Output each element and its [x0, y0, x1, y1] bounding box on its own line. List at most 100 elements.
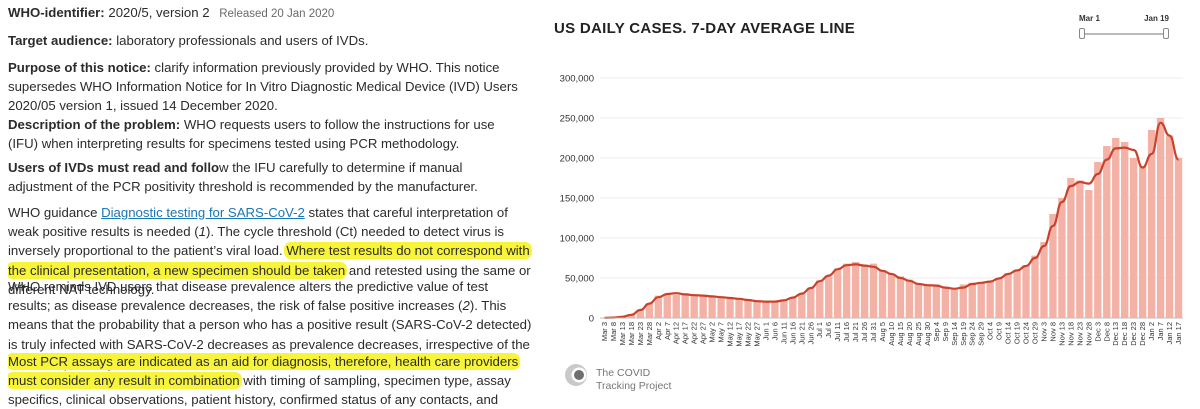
daily-case-bar: [1040, 242, 1048, 318]
problem-paragraph: Description of the problem: WHO requests…: [8, 115, 518, 153]
chart-plot: 0 50,000 100,000 150,000 200,000 250,000 300,0…: [560, 74, 1183, 347]
prevalence-ref: 2: [462, 298, 470, 314]
x-tick-label: Jun 16: [788, 322, 797, 345]
daily-case-bar: [816, 280, 824, 318]
users-label: Users of IVDs must read and follo: [8, 160, 220, 175]
daily-case-bar: [717, 297, 725, 318]
x-tick-label: Sep 24: [968, 322, 977, 346]
y-tick-label: 250,000: [560, 114, 594, 125]
x-tick-label: Dec 8: [1102, 322, 1111, 342]
x-tick-label: Dec 28: [1138, 322, 1147, 346]
daily-case-bar: [1085, 190, 1093, 318]
x-tick-label: Dec 13: [1111, 322, 1120, 346]
daily-case-bar: [941, 288, 949, 318]
guidance-paragraph: WHO guidance Diagnostic testing for SARS…: [8, 203, 535, 299]
daily-case-bar: [1076, 180, 1084, 318]
daily-case-bar: [1022, 265, 1030, 318]
daily-case-bar: [842, 263, 851, 318]
x-tick-label: Jul 16: [842, 322, 851, 342]
daily-case-bar: [860, 265, 869, 318]
daily-case-bar: [1004, 273, 1012, 318]
x-tick-label: Jun 11: [779, 322, 788, 344]
daily-case-bar: [1147, 130, 1156, 318]
y-tick-label: 0: [589, 314, 594, 325]
identifier-value: 2020/5, version 2: [108, 5, 210, 20]
range-start-handle[interactable]: [1079, 28, 1085, 39]
daily-case-bar: [627, 314, 636, 318]
x-tick-label: Oct 29: [1031, 322, 1040, 344]
date-range-selector[interactable]: Mar 1 Jan 19: [1079, 14, 1169, 44]
guidance-intro: WHO guidance: [8, 205, 102, 220]
x-tick-label: May 2: [708, 322, 717, 342]
us-daily-cases-chart: US DAILY CASES. 7-DAY AVERAGE LINE Mar 1…: [540, 0, 1200, 409]
x-tick-label: Jun 26: [806, 322, 815, 345]
daily-case-bar: [771, 302, 779, 318]
daily-case-bar: [726, 298, 734, 318]
daily-case-bar: [672, 294, 680, 318]
daily-case-bar: [995, 278, 1003, 318]
daily-case-bars: [600, 118, 1183, 318]
x-tick-label: May 7: [717, 322, 726, 342]
daily-case-bar: [1156, 118, 1165, 318]
daily-case-bar: [699, 296, 707, 318]
notice-header: WHO-identifier: 2020/5, version 2 Releas…: [8, 3, 334, 24]
daily-case-bar: [789, 298, 797, 318]
daily-case-bar: [1058, 198, 1066, 318]
daily-case-bar: [654, 295, 662, 318]
ctp-mark-icon: [565, 364, 587, 386]
x-tick-label: Jan 7: [1156, 322, 1165, 340]
daily-case-bar: [887, 274, 896, 318]
x-tick-label: Oct 24: [1022, 322, 1031, 344]
x-tick-label: Sep 29: [977, 322, 986, 346]
x-tick-label: Jan 12: [1165, 322, 1174, 345]
daily-case-bar: [932, 284, 941, 318]
x-tick-label: Apr 22: [690, 322, 699, 344]
range-track[interactable]: [1083, 33, 1165, 35]
who-notice: WHO-identifier: 2020/5, version 2 Releas…: [8, 0, 538, 409]
daily-case-bar: [959, 284, 967, 318]
guidance-link[interactable]: Diagnostic testing for SARS-CoV-2: [101, 205, 305, 220]
x-tick-label: Jul 21: [851, 322, 860, 342]
daily-case-bar: [968, 282, 976, 318]
x-tick-label: Jan 2: [1147, 322, 1156, 340]
x-tick-label: Jul 1: [815, 322, 824, 338]
daily-case-bar: [636, 310, 645, 318]
y-tick-label: 150,000: [560, 194, 594, 205]
daily-case-bar: [1094, 162, 1102, 318]
guidance-ct: ). The cycle threshold (Ct) needed to de…: [8, 224, 505, 259]
x-tick-label: Mar 28: [645, 322, 654, 345]
range-start-label: Mar 1: [1079, 14, 1100, 23]
daily-case-bar: [1112, 138, 1120, 318]
daily-case-bar: [681, 293, 689, 318]
x-tick-label: Aug 20: [905, 322, 914, 346]
x-tick-label: Apr 12: [672, 322, 681, 344]
identifier-label: WHO-identifier:: [8, 5, 105, 20]
x-tick-label: Jul 31: [869, 322, 878, 342]
daily-case-bar: [977, 282, 985, 318]
target-audience: Target audience: laboratory professional…: [8, 31, 533, 50]
x-tick-label: Jul 6: [824, 322, 833, 338]
daily-case-bar: [914, 283, 923, 318]
x-tick-label: Oct 19: [1013, 322, 1022, 344]
range-end-handle[interactable]: [1163, 28, 1169, 39]
x-tick-label: Sep 19: [959, 322, 968, 346]
covid-tracking-project-logo: The COVID Tracking Project: [563, 362, 863, 402]
x-tick-label: Jul 11: [833, 322, 842, 341]
range-end-label: Jan 19: [1144, 14, 1169, 23]
daily-case-bar: [834, 268, 842, 318]
guidance-ref: 1: [198, 224, 206, 240]
x-tick-label: Jun 21: [797, 322, 806, 345]
users-text: w the IFU carefully to determine if manu…: [8, 160, 478, 195]
x-tick-label: Jan 17: [1174, 322, 1183, 345]
y-tick-label: 300,000: [560, 74, 594, 85]
pcr-text: with timing of sampling, specimen type, …: [8, 373, 511, 408]
daily-case-bar: [753, 302, 761, 318]
daily-case-bar: [708, 295, 716, 318]
x-tick-label: Aug 5: [878, 322, 887, 342]
daily-case-bar: [869, 263, 878, 318]
x-tick-label: Dec 18: [1120, 322, 1129, 346]
x-tick-label: Apr 27: [699, 322, 708, 344]
x-tick-label: Mar 3: [600, 322, 609, 341]
x-tick-label: May 12: [726, 322, 735, 347]
daily-case-bar: [878, 270, 887, 318]
